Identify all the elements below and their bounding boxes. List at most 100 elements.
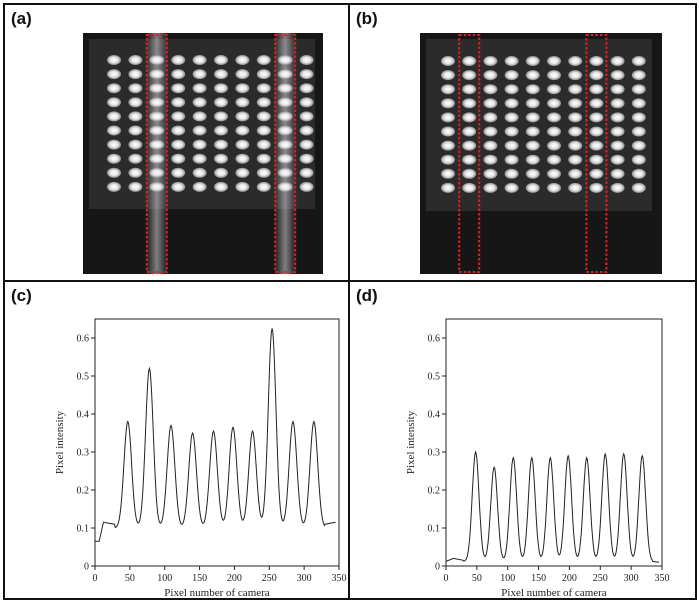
y-tick-label: 0.1 <box>77 524 90 535</box>
led-spot <box>547 56 561 66</box>
led-spot <box>277 83 293 94</box>
x-tick-label: 350 <box>332 573 347 584</box>
led-spot <box>235 139 250 150</box>
x-tick-label: 150 <box>192 573 207 584</box>
led-spot <box>256 111 271 122</box>
led-spot <box>277 55 293 65</box>
led-spot <box>171 181 186 192</box>
led-spot <box>589 112 604 123</box>
led-spot <box>568 112 583 123</box>
panel-b-label: (b) <box>356 9 378 28</box>
led-spot <box>547 140 561 151</box>
led-spot <box>525 84 540 95</box>
led-spot <box>483 56 498 66</box>
led-spot <box>107 125 121 136</box>
led-spot <box>171 125 186 136</box>
led-spot <box>589 126 604 137</box>
led-spot <box>568 154 583 165</box>
x-tick-label: 200 <box>227 573 242 584</box>
led-spot <box>277 153 293 164</box>
x-tick-label: 50 <box>125 573 135 584</box>
led-spot <box>610 56 625 66</box>
led-spot <box>214 181 228 192</box>
led-spot <box>441 126 455 137</box>
y-tick-label: 0.6 <box>428 334 441 345</box>
y-tick-label: 0.4 <box>77 410 90 421</box>
led-spot <box>462 126 477 137</box>
led-spot <box>483 84 498 95</box>
led-spot <box>299 111 314 122</box>
led-spot <box>631 140 646 151</box>
led-spot <box>504 112 519 123</box>
led-spot <box>149 97 165 108</box>
x-tick-label: 150 <box>531 573 546 584</box>
x-tick-label: 350 <box>655 573 670 584</box>
led-spot <box>462 112 477 123</box>
led-spot <box>525 140 540 151</box>
led-spot <box>483 168 498 179</box>
led-spot <box>128 181 143 192</box>
led-spot <box>299 83 314 94</box>
led-spot <box>214 97 228 108</box>
led-spot <box>277 69 293 80</box>
y-tick-label: 0.2 <box>77 486 90 497</box>
led-spot <box>441 98 455 109</box>
led-array-image-b <box>420 33 662 274</box>
led-spot <box>214 153 228 164</box>
panel-c: (c) 0 50 100 150 200 250 300 350 0 0.1 0.2 0.3 0.4 0.… <box>3 280 350 600</box>
led-spot <box>483 98 498 109</box>
led-spot <box>589 154 604 165</box>
highlight-box <box>274 34 297 273</box>
led-spot <box>504 168 519 179</box>
led-spot <box>214 55 228 65</box>
led-spot <box>610 154 625 165</box>
led-spot <box>277 97 293 108</box>
led-spot <box>631 154 646 165</box>
x-tick-label: 0 <box>93 573 98 584</box>
led-spot <box>214 83 228 94</box>
y-tick-label: 0.2 <box>428 486 441 497</box>
led-spot <box>589 70 604 81</box>
y-tick-label: 0.4 <box>428 410 441 421</box>
led-spot <box>235 167 250 178</box>
led-spot <box>171 153 186 164</box>
led-spot <box>299 55 314 65</box>
led-spot <box>256 167 271 178</box>
y-axis-label: Pixel intensity <box>54 410 66 474</box>
led-spot <box>107 69 121 80</box>
led-spot <box>568 98 583 109</box>
led-spot <box>462 84 477 95</box>
led-spot <box>235 111 250 122</box>
led-spot <box>192 97 207 108</box>
led-spot <box>256 181 271 192</box>
led-spot <box>107 181 121 192</box>
led-spot <box>610 168 625 179</box>
led-spot <box>483 140 498 151</box>
led-spot <box>504 70 519 81</box>
y-tick-label: 0 <box>435 562 440 573</box>
led-spot <box>192 153 207 164</box>
led-spot <box>610 182 625 193</box>
panel-c-label: (c) <box>11 286 32 305</box>
led-spot <box>235 153 250 164</box>
led-spot <box>299 139 314 150</box>
led-spot <box>504 154 519 165</box>
led-spot <box>277 167 293 178</box>
led-spot <box>107 167 121 178</box>
led-spot <box>149 181 165 192</box>
y-tick-label: 0.1 <box>428 524 441 535</box>
y-tick-label: 0.3 <box>77 448 90 459</box>
led-spot <box>128 83 143 94</box>
led-spot <box>483 70 498 81</box>
led-spot <box>568 56 583 66</box>
led-spot <box>462 182 477 193</box>
led-spot <box>256 83 271 94</box>
led-spot <box>171 83 186 94</box>
led-spot <box>568 168 583 179</box>
led-spot <box>192 111 207 122</box>
led-spot <box>149 139 165 150</box>
y-tick-label: 0 <box>84 562 89 573</box>
led-spot <box>610 98 625 109</box>
led-spot <box>462 168 477 179</box>
x-tick-label: 200 <box>562 573 577 584</box>
